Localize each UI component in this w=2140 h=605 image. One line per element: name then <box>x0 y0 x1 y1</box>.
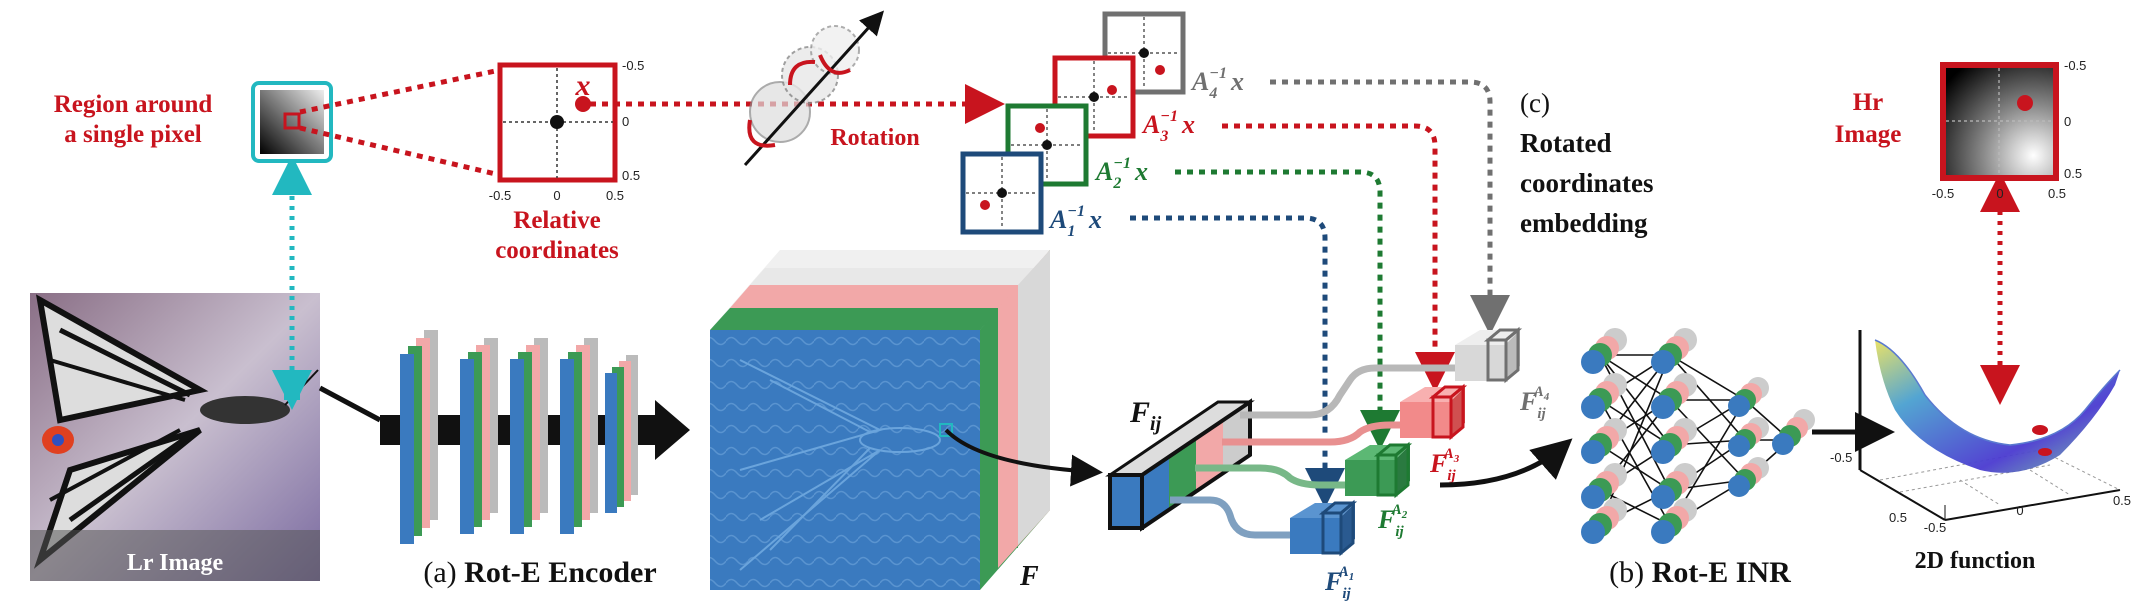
svg-text:A1−1x: A1−1 x <box>1048 203 1102 240</box>
rotated-coord-label-a3: A3−1 x <box>1141 108 1195 145</box>
lr-image-label: Lr Image <box>127 550 224 576</box>
svg-text:-0.5: -0.5 <box>1924 520 1946 535</box>
svg-text:0.5: 0.5 <box>2113 493 2131 508</box>
section-c-label: (c) <box>1520 88 1550 118</box>
f-to-fij-arrow <box>944 428 1103 487</box>
feature-f-label: F <box>1019 561 1039 592</box>
encoder-layers <box>400 330 638 544</box>
c-caption-line3: embedding <box>1520 208 1648 238</box>
svg-text:0: 0 <box>2064 114 2071 129</box>
hr-label-line2: Image <box>1835 121 1902 148</box>
zoom-line-top <box>299 67 501 115</box>
inr-caption: (b) Rot-E INR <box>1609 556 1791 589</box>
route-arrow-a1 <box>1130 215 1345 508</box>
svg-text:0.5: 0.5 <box>606 188 624 203</box>
channel-line-gray <box>1240 364 1455 419</box>
rotated-feature-label-fa1: FijA1 <box>1324 564 1354 602</box>
route-arrow-a2 <box>1175 169 1400 450</box>
channel-line-red <box>1222 421 1408 446</box>
svg-text:0: 0 <box>1996 186 2003 201</box>
rotation-label: Rotation <box>830 125 919 151</box>
route-arrow-a4 <box>1270 79 1510 335</box>
encoder-arrow-shaft <box>318 385 382 423</box>
rotated-box-a1 <box>960 151 1044 235</box>
rotated-coord-label-a2: A2−1 x <box>1094 155 1148 192</box>
rotated-feature-fa4 <box>1455 326 1523 384</box>
svg-text:0.5: 0.5 <box>2064 166 2082 181</box>
c-caption-line2: coordinates <box>1520 168 1653 198</box>
relative-label-line2: coordinates <box>495 237 619 264</box>
rotated-feature-label-fa3: FijA3 <box>1429 446 1460 484</box>
rotated-feature-fa3 <box>1400 383 1468 441</box>
rotated-coord-label-a4: A4−1 x <box>1190 65 1244 102</box>
fij-label: Fij <box>1129 396 1162 435</box>
svg-text:0.5: 0.5 <box>2048 186 2066 201</box>
features-to-inr-arrow <box>1439 438 1573 488</box>
zoom-line-bottom <box>299 125 501 178</box>
svg-text:A2−1x: A2−1 x <box>1094 155 1148 192</box>
hr-image-box <box>1940 62 2059 181</box>
pixel-region-box <box>251 81 333 163</box>
function-caption: 2D function <box>1915 548 2036 574</box>
lr-image: Lr Image <box>30 293 320 581</box>
svg-text:A4−1x: A4−1 x <box>1190 65 1244 102</box>
svg-text:0: 0 <box>553 188 560 203</box>
region-label-line1: Region around <box>54 91 213 118</box>
function-surface-plot <box>1858 330 2121 521</box>
svg-text:0.5: 0.5 <box>622 168 640 183</box>
rotated-feature-fa2 <box>1345 441 1413 499</box>
rotated-feature-label-fa4: FijA4 <box>1519 384 1550 422</box>
route-arrow-a3 <box>1222 123 1455 392</box>
rotation-icon <box>743 10 885 167</box>
svg-text:-0.5: -0.5 <box>622 58 644 73</box>
svg-text:A3−1x: A3−1 x <box>1141 108 1195 145</box>
rotated-coord-label-a1: A1−1 x <box>1048 203 1102 240</box>
relative-label-line1: Relative <box>513 207 600 234</box>
feature-map-f <box>710 250 1050 590</box>
svg-text:0.5: 0.5 <box>1889 510 1907 525</box>
relative-coordinate-box <box>497 62 618 183</box>
channel-line-green <box>1195 464 1355 489</box>
svg-text:-0.5: -0.5 <box>489 188 511 203</box>
svg-text:0: 0 <box>622 114 629 129</box>
svg-text:-0.5: -0.5 <box>1830 450 1852 465</box>
encoder-caption: (a) Rot-E Encoder <box>423 556 656 589</box>
butterfly-wings <box>33 294 319 569</box>
relative-ticks: -0.5 0 0.5 -0.5 0 0.5 <box>489 58 645 203</box>
surface-ticks: -0.5 0.5 -0.5 0 0.5 <box>1830 450 2131 535</box>
region-label-line2: a single pixel <box>64 121 202 148</box>
hr-ticks: -0.5 0 0.5 -0.5 0 0.5 <box>1932 58 2087 201</box>
inr-network <box>1581 328 1815 544</box>
svg-text:-0.5: -0.5 <box>2064 58 2086 73</box>
hr-label-line1: Hr <box>1853 89 1884 116</box>
rotated-feature-fa1 <box>1290 499 1358 557</box>
relative-x-symbol: x <box>575 69 591 102</box>
svg-text:0: 0 <box>2016 503 2023 518</box>
channel-line-blue <box>1170 496 1300 539</box>
c-caption-line1: Rotated <box>1520 128 1611 158</box>
rotated-feature-label-fa2: FijA2 <box>1377 502 1408 540</box>
svg-text:-0.5: -0.5 <box>1932 186 1954 201</box>
